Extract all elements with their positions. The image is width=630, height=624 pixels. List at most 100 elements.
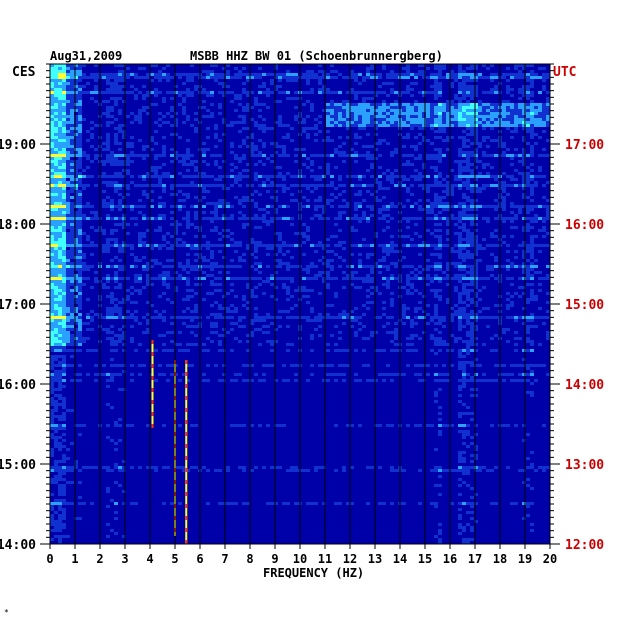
spectrogram-cell (270, 274, 274, 277)
spectrogram-cell (62, 343, 66, 346)
spectrogram-cell (150, 139, 154, 142)
spectrogram-cell (202, 115, 206, 118)
spectrogram-cell (402, 124, 406, 127)
spectrogram-cell (70, 178, 74, 181)
spectrogram-cell (334, 187, 338, 190)
spectrogram-cell (178, 244, 182, 247)
spectrogram-cell (494, 304, 498, 307)
spectrogram-cell (474, 394, 478, 397)
spectrogram-cell (478, 289, 482, 292)
spectrogram-cell (370, 175, 374, 178)
spectrogram-cell (322, 85, 326, 88)
spectrogram-cell (378, 91, 382, 94)
spectrogram-cell (366, 97, 370, 100)
spectrogram-cell (190, 181, 194, 184)
spectrogram-cell (106, 136, 110, 139)
spectrogram-cell (314, 187, 318, 190)
spectrogram-cell (114, 88, 118, 91)
spectrogram-cell (282, 136, 286, 139)
spectrogram-cell (458, 316, 462, 319)
spectrogram-cell (326, 262, 330, 265)
chart-station-title: MSBB HHZ BW 01 (Schoenbrunnergberg) (190, 49, 443, 63)
spectrogram-cell (346, 274, 350, 277)
spectrogram-cell (342, 115, 346, 118)
spectrogram-cell (286, 262, 290, 265)
spectrogram-cell (254, 178, 258, 181)
spectrogram-cell (546, 73, 550, 76)
spectrogram-cell (62, 238, 66, 241)
spectrogram-cell (210, 112, 214, 115)
spectrogram-cell (102, 250, 106, 253)
spectrogram-cell (250, 148, 254, 151)
spectrogram-cell (386, 169, 390, 172)
spectrogram-cell (382, 277, 386, 280)
spectrogram-cell (314, 214, 318, 217)
spectrogram-cell (246, 145, 250, 148)
spectrogram-cell (526, 250, 530, 253)
spectrogram-cell (390, 244, 394, 247)
spectrogram-cell (278, 316, 282, 319)
spectrogram-cell (470, 325, 474, 328)
spectrogram-cell (58, 217, 62, 220)
spectrogram-cell (54, 136, 58, 139)
spectrogram-cell (502, 187, 506, 190)
spectrogram-cell (474, 112, 478, 115)
spectrogram-cell (538, 244, 542, 247)
spectrogram-cell (158, 226, 162, 229)
spectrogram-cell (142, 214, 146, 217)
spectrogram-cell (442, 184, 446, 187)
spectrogram-cell (118, 310, 122, 313)
spectrogram-cell (262, 103, 266, 106)
spectrogram-cell (50, 142, 54, 145)
spectrogram-cell (258, 217, 262, 220)
spectrogram-cell (302, 103, 306, 106)
spectrogram-cell (462, 202, 466, 205)
spectrogram-cell (258, 109, 262, 112)
spectrogram-cell (462, 238, 466, 241)
spectrogram-cell (254, 154, 258, 157)
spectrogram-cell (434, 121, 438, 124)
spectrogram-cell (218, 271, 222, 274)
spectrogram-cell (374, 109, 378, 112)
spectrogram-cell (502, 205, 506, 208)
spectrogram-cell (70, 292, 74, 295)
spectrogram-cell (214, 322, 218, 325)
spectrogram-cell (310, 163, 314, 166)
spectrogram-cell (58, 91, 62, 94)
spectrogram-cell (66, 163, 70, 166)
spectrogram-cell (530, 235, 534, 238)
spectrogram-cell (494, 88, 498, 91)
spectrogram-cell (86, 298, 90, 301)
spectrogram-cell (82, 91, 86, 94)
spectrogram-cell (530, 127, 534, 130)
spectrogram-cell (510, 262, 514, 265)
spectrogram-cell (182, 268, 186, 271)
spectrogram-cell (278, 76, 282, 79)
spectrogram-cell (442, 190, 446, 193)
spectrogram-cell (530, 190, 534, 193)
spectrogram-cell (166, 175, 170, 178)
spectrogram-cell (386, 220, 390, 223)
spectrogram-cell (474, 217, 478, 220)
spectrogram-cell (62, 160, 66, 163)
spectrogram-cell (110, 376, 114, 379)
spectrogram-cell (422, 73, 426, 76)
spectrogram-cell (358, 127, 362, 130)
spectrogram-cell (230, 214, 234, 217)
spectrogram-cell (314, 178, 318, 181)
spectrogram-cell (74, 145, 78, 148)
spectrogram-cell (50, 127, 54, 130)
spectrogram-cell (486, 379, 490, 382)
spectrogram-cell (70, 232, 74, 235)
spectrogram-cell (210, 76, 214, 79)
spectrogram-cell (350, 184, 354, 187)
spectrogram-cell (342, 160, 346, 163)
spectrogram-cell (214, 133, 218, 136)
spectrogram-cell (510, 178, 514, 181)
spectrogram-cell (478, 124, 482, 127)
spectrogram-cell (338, 136, 342, 139)
spectrogram-cell (222, 118, 226, 121)
spectrogram-cell (326, 304, 330, 307)
spectrogram-cell (546, 154, 550, 157)
spectrogram-cell (458, 64, 462, 67)
